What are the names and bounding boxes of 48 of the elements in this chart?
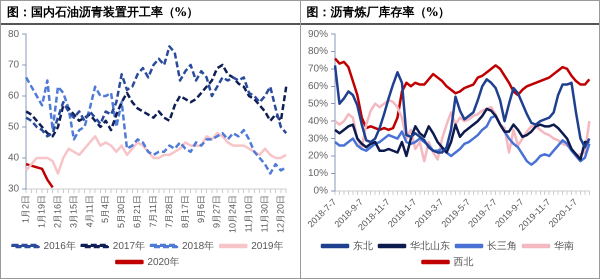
legend-label: 华南: [554, 240, 574, 252]
line-series: [24, 64, 288, 138]
y-tick-label: 50: [8, 122, 20, 133]
legend-label: 2018年: [182, 240, 214, 252]
x-tick-label: 7月28日: [164, 194, 174, 228]
line-series: [24, 45, 288, 138]
y-tick-label: 20%: [308, 150, 328, 162]
y-tick-label: 50%: [308, 98, 328, 110]
y-tick-label: 60: [8, 90, 20, 102]
y-tick-label: 30: [8, 184, 20, 195]
x-tick-label: 5月30日: [116, 194, 126, 228]
legend-label: 东北: [352, 240, 372, 252]
legend-label: 2020年: [147, 256, 180, 268]
y-tick-label: 60%: [308, 81, 328, 92]
y-tick-label: 90%: [308, 28, 328, 40]
legend-label: 2019年: [251, 240, 284, 252]
legend-label: 华北山东: [410, 240, 450, 252]
legend-label: 长三角: [486, 240, 516, 252]
x-tick-label: 11月30日: [259, 194, 270, 232]
chart-title: 图：沥青炼厂库存率（%）: [300, 1, 599, 25]
y-tick-label: 40%: [308, 116, 328, 127]
x-tick-label: 1月19日: [36, 194, 47, 228]
x-tick-label: 7月11日: [148, 194, 158, 228]
y-tick-label: 80%: [308, 46, 328, 58]
x-tick-label: 9月27日: [212, 194, 222, 228]
x-tick-label: 6月21日: [132, 194, 142, 228]
x-tick-label: 10月24日: [228, 194, 238, 234]
y-tick-label: 0%: [313, 186, 328, 197]
y-tick-label: 30%: [308, 133, 328, 144]
x-tick-label: 11月10日: [244, 194, 254, 232]
legend-label: 2017年: [112, 240, 146, 252]
y-tick-label: 80: [8, 28, 20, 40]
x-tick-label: 2月16日: [52, 194, 62, 228]
y-tick-label: 70: [8, 60, 20, 71]
chart-title: 图：国内石油沥青装置开工率（%）: [1, 1, 300, 25]
y-tick-label: 40: [8, 152, 20, 164]
legend-label: 2016年: [44, 240, 76, 252]
x-tick-label: 3月15日: [68, 194, 78, 228]
y-tick-label: 70%: [308, 64, 328, 75]
legend-label: 西北: [453, 256, 473, 268]
x-tick-label: 1月2日: [20, 194, 31, 223]
x-tick-label: 5月4日: [100, 194, 110, 223]
x-tick-label: 9月6日: [196, 194, 206, 223]
y-tick-label: 10%: [308, 168, 328, 180]
line-series: [24, 76, 288, 175]
x-tick-label: 4月11日: [84, 194, 94, 228]
x-tick-label: 8月17日: [180, 194, 190, 228]
x-tick-label: 12月20日: [275, 194, 286, 234]
